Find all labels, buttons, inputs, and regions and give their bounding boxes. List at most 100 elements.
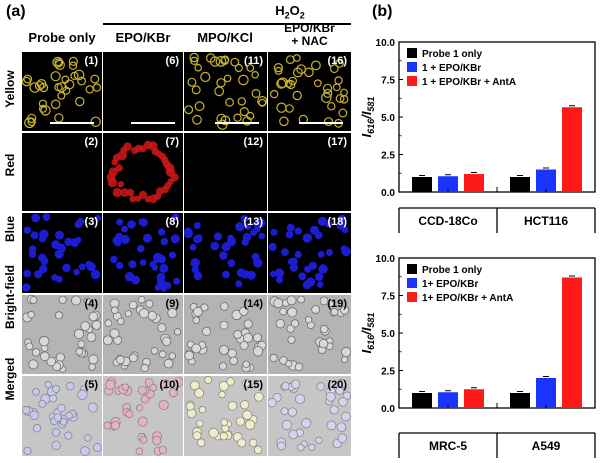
cell: [237, 97, 247, 106]
cell: [287, 407, 298, 417]
tile-number: (1): [84, 55, 98, 67]
cell: [277, 77, 288, 89]
cell: [167, 307, 178, 319]
y-tick-label: 7.5: [381, 76, 395, 87]
cell: [308, 443, 316, 451]
cell: [198, 406, 207, 414]
cell: [173, 377, 183, 388]
cell: [158, 445, 167, 455]
cell: [165, 163, 175, 172]
cell: [39, 264, 48, 274]
cell: [223, 74, 232, 83]
cell: [241, 238, 249, 246]
cell: [242, 360, 250, 368]
cell: [243, 332, 254, 343]
micrograph-tile: (8): [103, 213, 183, 293]
cell: [238, 74, 249, 86]
legend-swatch: [407, 76, 417, 86]
cell: [248, 438, 258, 448]
cell: [219, 432, 229, 441]
cell: [46, 356, 57, 367]
cell: [103, 335, 113, 346]
cell: [276, 102, 287, 113]
cell: [75, 236, 82, 244]
cell: [50, 71, 61, 82]
cell: [52, 384, 61, 393]
cell: [273, 63, 283, 73]
cell: [269, 353, 278, 363]
tile-number: (11): [244, 55, 263, 67]
cell: [184, 228, 193, 239]
cell: [149, 383, 157, 392]
cell: [220, 418, 228, 427]
cell: [117, 317, 125, 325]
scale-bar: [131, 122, 175, 124]
cell: [318, 264, 328, 274]
cell: [314, 231, 323, 240]
cell: [29, 249, 36, 256]
cell: [31, 348, 41, 357]
scale-bar: [50, 122, 94, 124]
scale-bar: [299, 122, 343, 124]
panel-a-label: (a): [6, 3, 26, 20]
cell: [92, 83, 102, 92]
cell: [115, 355, 125, 365]
cell: [219, 345, 229, 355]
cell: [55, 352, 65, 362]
cell: [285, 230, 294, 239]
group-label: A549: [532, 439, 561, 453]
cell: [335, 94, 345, 103]
cell: [301, 418, 312, 429]
cell: [336, 379, 347, 389]
cell: [38, 400, 47, 408]
cell: [157, 228, 166, 236]
cell: [88, 354, 99, 365]
cell: [192, 316, 200, 324]
cell: [305, 277, 316, 287]
cell-layer: [268, 214, 351, 290]
cell: [315, 436, 323, 444]
legend-swatch: [407, 264, 417, 274]
cell-layer: [22, 381, 102, 456]
cell: [85, 85, 94, 94]
cell: [124, 310, 132, 318]
cell: [287, 335, 296, 344]
cell: [294, 250, 302, 259]
cell: [227, 401, 238, 411]
cell: [88, 363, 96, 371]
cell: [157, 323, 167, 333]
cell: [22, 406, 31, 415]
micrograph-tile: (1): [22, 52, 102, 131]
cell: [170, 234, 180, 244]
cell: [341, 246, 351, 257]
cell: [217, 119, 228, 130]
cell: [138, 308, 150, 319]
micrograph-tile: (19): [268, 295, 351, 374]
cell-layer: [184, 302, 267, 373]
legend-swatch: [407, 48, 417, 58]
cell: [327, 102, 336, 111]
cell: [135, 447, 144, 456]
cell: [189, 243, 197, 251]
cell: [287, 307, 298, 318]
cell: [29, 296, 38, 304]
y-tick-label: 2.5: [381, 151, 395, 162]
tile-number: (19): [327, 298, 347, 310]
cell: [295, 393, 306, 404]
cell: [274, 268, 285, 278]
cell: [54, 113, 64, 123]
legend-label: Probe 1 only: [422, 265, 482, 276]
cell: [311, 60, 321, 71]
cell: [39, 229, 49, 239]
cell: [204, 376, 213, 384]
cell: [40, 105, 51, 116]
cell: [142, 233, 152, 243]
col-header-mpo-kcl: MPO/KCl: [197, 30, 253, 45]
y-axis-label: I616/I581: [359, 97, 376, 138]
cell: [36, 78, 47, 89]
cell: [338, 397, 348, 407]
cell: [187, 77, 197, 87]
cell: [242, 116, 252, 126]
legend-label: 1 + EPO/KBr + AntA: [422, 77, 516, 88]
cell: [317, 250, 325, 258]
